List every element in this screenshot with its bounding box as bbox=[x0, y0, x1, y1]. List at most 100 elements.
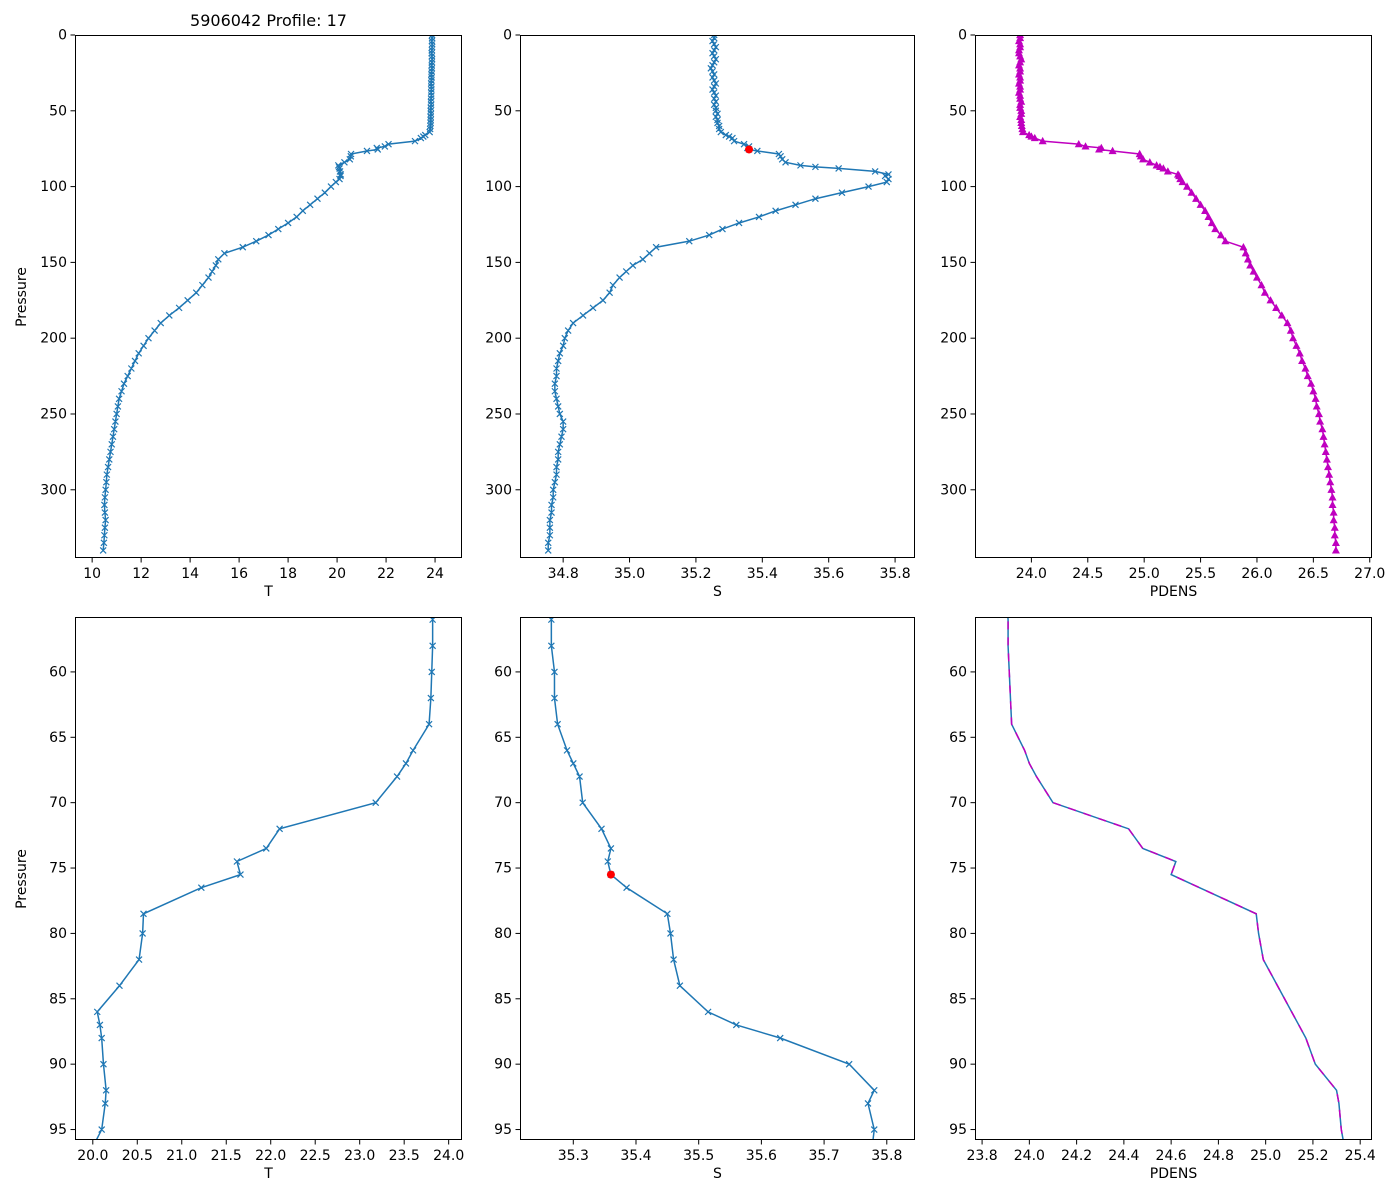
ytick-label: 95 bbox=[49, 1122, 67, 1138]
xlabel-pdens-full: PDENS bbox=[1149, 584, 1198, 600]
markers-salinity bbox=[547, 617, 878, 1133]
ytick-label: 200 bbox=[485, 331, 512, 347]
xtick-label: 25.5 bbox=[1185, 566, 1216, 582]
chart-pdens-zoom: 23.8 24.0 24.2 24.4 24.6 24.8 25.0 25.2 25.4 60 65… bbox=[949, 617, 1376, 1164]
series-group-s-zoom bbox=[547, 617, 878, 1140]
ytick-label: 250 bbox=[940, 406, 967, 422]
ytick-label: 0 bbox=[958, 28, 967, 44]
xtick-label: 23.5 bbox=[389, 1148, 420, 1164]
ytick-label: 200 bbox=[940, 331, 967, 347]
ticks-pdens-full: 24.0 24.5 25.0 25.5 26.0 26.5 27.0 0 50 100 150 200… bbox=[940, 28, 1385, 583]
xlabel-s-full: S bbox=[713, 584, 722, 600]
chart-t-full: 10 12 14 16 18 20 22 24 0 50 100 150 200 250 300 bbox=[40, 28, 462, 583]
xtick-label: 18 bbox=[279, 566, 297, 582]
ytick-label: 65 bbox=[49, 730, 67, 746]
xtick-label: 35.2 bbox=[680, 566, 711, 582]
ticks-t-zoom: 20.0 20.5 21.0 21.5 22.0 22.5 23.0 23.5 24.0 60 65… bbox=[49, 664, 464, 1164]
ytick-label: 0 bbox=[58, 28, 67, 44]
xtick-label: 23.8 bbox=[967, 1148, 998, 1164]
xtick-label: 24.4 bbox=[1108, 1148, 1139, 1164]
markers-salinity bbox=[544, 35, 892, 554]
ytick-label: 95 bbox=[949, 1122, 967, 1138]
markers-temperature bbox=[93, 617, 437, 1133]
axes-frame-s-full bbox=[520, 35, 915, 558]
series-group-t-zoom bbox=[93, 617, 437, 1140]
ticks-s-full: 34.8 35.0 35.2 35.4 35.6 35.8 0 50 100 150 200 250 3… bbox=[485, 28, 910, 583]
ytick-label: 75 bbox=[949, 861, 967, 877]
xtick-label: 24.0 bbox=[1014, 1148, 1045, 1164]
ytick-label: 0 bbox=[503, 28, 512, 44]
ytick-label: 70 bbox=[494, 795, 512, 811]
xtick-label: 35.5 bbox=[683, 1148, 714, 1164]
xtick-label: 34.8 bbox=[548, 566, 579, 582]
ytick-label: 150 bbox=[485, 255, 512, 271]
xtick-label: 35.4 bbox=[620, 1148, 651, 1164]
ytick-label: 100 bbox=[940, 179, 967, 195]
xtick-label: 21.5 bbox=[211, 1148, 242, 1164]
markers-temperature bbox=[99, 35, 436, 554]
ytick-label: 85 bbox=[49, 991, 67, 1007]
xtick-label: 24.0 bbox=[1016, 566, 1047, 582]
ytick-label: 75 bbox=[49, 861, 67, 877]
ytick-label: 50 bbox=[494, 103, 512, 119]
ytick-label: 70 bbox=[49, 795, 67, 811]
chart-s-full: 34.8 35.0 35.2 35.4 35.6 35.8 0 50 100 150 200 250 3… bbox=[485, 28, 915, 583]
ylabel-pressure-bottom: Pressure bbox=[14, 848, 30, 909]
ytick-label: 150 bbox=[40, 255, 67, 271]
xtick-label: 35.8 bbox=[871, 1148, 902, 1164]
xtick-label: 20.5 bbox=[122, 1148, 153, 1164]
series-group-s-full bbox=[544, 35, 892, 554]
series-group-t-full bbox=[99, 35, 436, 554]
xtick-label: 24.6 bbox=[1156, 1148, 1187, 1164]
ytick-label: 300 bbox=[40, 482, 67, 498]
ytick-label: 80 bbox=[49, 926, 67, 942]
ytick-label: 95 bbox=[494, 1122, 512, 1138]
xlabel-t-full: T bbox=[264, 584, 273, 600]
xtick-label: 25.2 bbox=[1297, 1148, 1328, 1164]
axes-frame-t-full bbox=[75, 35, 462, 558]
figure-title: 5906042 Profile: 17 bbox=[190, 11, 347, 30]
xtick-label: 24.8 bbox=[1203, 1148, 1234, 1164]
xtick-label: 14 bbox=[181, 566, 199, 582]
ytick-label: 75 bbox=[494, 861, 512, 877]
xtick-label: 25.0 bbox=[1250, 1148, 1281, 1164]
chart-t-zoom: 20.0 20.5 21.0 21.5 22.0 22.5 23.0 23.5 24.0 60 65… bbox=[49, 617, 464, 1164]
ytick-label: 50 bbox=[949, 103, 967, 119]
xtick-label: 35.0 bbox=[614, 566, 645, 582]
ticks-t-full: 10 12 14 16 18 20 22 24 0 50 100 150 200 250 300 bbox=[40, 28, 444, 583]
ytick-label: 80 bbox=[949, 926, 967, 942]
axes-frame-s-zoom bbox=[520, 617, 915, 1140]
ylabel-pressure-top: Pressure bbox=[14, 266, 30, 327]
xtick-label: 35.6 bbox=[813, 566, 844, 582]
ytick-label: 90 bbox=[494, 1057, 512, 1073]
ytick-label: 250 bbox=[40, 406, 67, 422]
xtick-label: 21.0 bbox=[166, 1148, 197, 1164]
axes-frame-t-zoom bbox=[75, 617, 462, 1140]
ticks-s-zoom: 35.3 35.4 35.5 35.6 35.7 35.8 60 65 70 75 80 85 90 95 bbox=[494, 664, 902, 1164]
xtick-label: 35.4 bbox=[747, 566, 778, 582]
chart-s-zoom: 35.3 35.4 35.5 35.6 35.7 35.8 60 65 70 75 80 85 90 95 bbox=[494, 617, 915, 1164]
ytick-label: 100 bbox=[40, 179, 67, 195]
ytick-label: 85 bbox=[494, 991, 512, 1007]
ytick-label: 60 bbox=[949, 664, 967, 680]
ytick-label: 200 bbox=[40, 331, 67, 347]
xtick-label: 27.0 bbox=[1354, 566, 1385, 582]
xlabel-t-zoom: T bbox=[264, 1166, 273, 1182]
axes-frame-pdens-full bbox=[975, 35, 1372, 558]
xtick-label: 25.0 bbox=[1129, 566, 1160, 582]
axes-frame-pdens-zoom bbox=[975, 617, 1372, 1140]
ytick-label: 65 bbox=[949, 730, 967, 746]
xtick-label: 24.5 bbox=[1072, 566, 1103, 582]
ytick-label: 90 bbox=[49, 1057, 67, 1073]
xtick-label: 23.0 bbox=[344, 1148, 375, 1164]
ytick-label: 85 bbox=[949, 991, 967, 1007]
ytick-label: 60 bbox=[494, 664, 512, 680]
ticks-pdens-zoom: 23.8 24.0 24.2 24.4 24.6 24.8 25.0 25.2 25.4 60 65… bbox=[949, 664, 1376, 1164]
ytick-label: 100 bbox=[485, 179, 512, 195]
xlabel-pdens-zoom: PDENS bbox=[1149, 1166, 1198, 1182]
xtick-label: 22.0 bbox=[255, 1148, 286, 1164]
xtick-label: 10 bbox=[83, 566, 101, 582]
ytick-label: 80 bbox=[494, 926, 512, 942]
xtick-label: 20 bbox=[328, 566, 346, 582]
